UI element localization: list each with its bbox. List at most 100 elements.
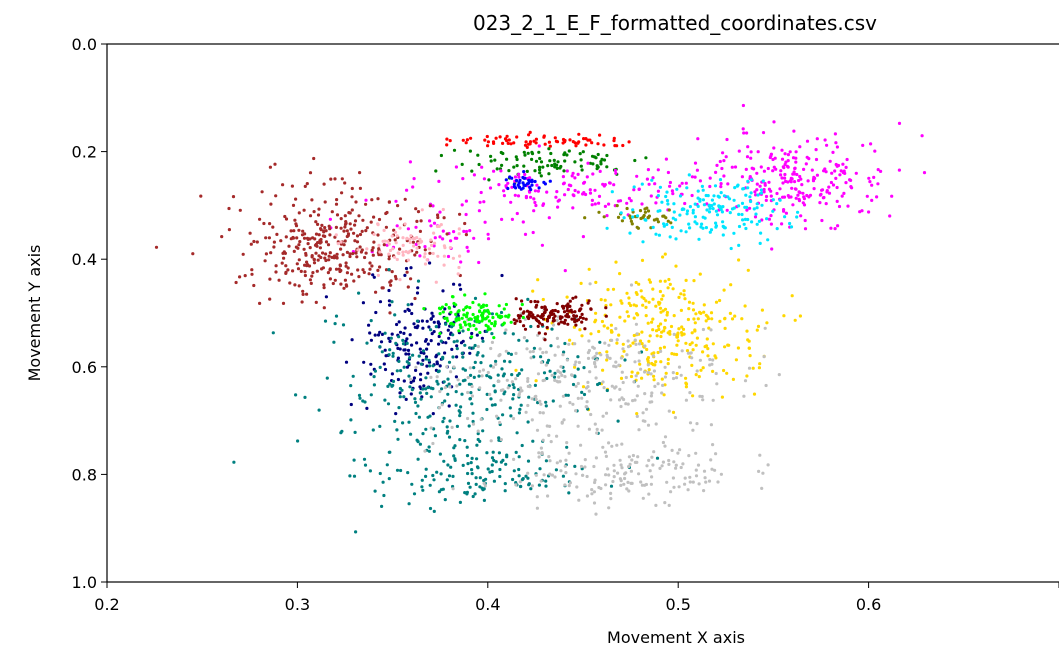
data-point [640,202,644,206]
data-point [691,208,695,212]
data-point [396,356,400,360]
data-point [762,355,766,359]
data-point [628,462,632,466]
data-point [523,143,528,147]
data-point [614,360,618,364]
data-point [801,191,805,195]
data-point [616,471,620,475]
data-point [387,257,391,261]
data-point [586,385,590,389]
data-point [332,254,337,258]
data-point [294,197,298,201]
data-point [590,154,595,158]
data-point [577,360,582,365]
data-point [501,322,505,327]
data-point [522,324,526,328]
data-point [442,254,446,258]
data-point [514,178,519,183]
data-point [403,222,407,226]
data-point [273,162,277,166]
data-point [324,295,328,299]
data-point [541,317,546,321]
data-point [831,150,835,154]
data-point [457,227,461,231]
data-point [562,350,566,354]
data-point [799,214,803,218]
data-point [409,380,413,384]
data-point [533,189,538,193]
data-point [579,281,583,285]
data-point [421,358,425,362]
data-point [563,375,567,379]
data-point [644,482,649,487]
data-point [812,187,816,191]
data-point [815,173,820,177]
data-point [384,225,388,229]
data-point [833,132,838,136]
data-point [548,311,553,315]
data-point [409,392,413,396]
data-point [567,491,571,495]
data-point [461,138,465,142]
data-point [680,333,684,337]
data-point [412,322,416,326]
data-point [640,483,645,487]
data-point [459,405,463,409]
data-point [363,463,368,467]
data-point [686,317,691,322]
data-point [383,367,388,372]
data-point [647,182,651,186]
data-point [661,255,665,259]
data-point [531,230,535,235]
data-point [624,375,628,380]
data-point [667,503,671,507]
data-point [661,440,666,445]
data-point [745,208,749,212]
data-point [682,207,686,211]
data-point [758,241,762,245]
data-point [627,140,631,144]
data-point [593,202,597,206]
data-point [757,366,762,370]
data-point [782,166,786,170]
data-point [688,391,692,395]
data-point [367,272,371,276]
data-point [348,211,352,215]
data-point [380,332,384,336]
data-point [586,161,590,165]
data-point [343,278,347,282]
data-point [511,416,516,421]
data-point [671,371,675,375]
data-point [783,172,787,177]
data-point [680,181,684,185]
data-point [470,394,474,398]
data-point [582,181,586,185]
data-point [417,354,421,358]
data-point [691,480,695,484]
data-point [759,191,764,195]
data-point [580,303,584,307]
data-point [295,236,299,240]
data-point [888,214,892,218]
data-point [494,460,498,464]
data-point [778,198,782,202]
data-point [529,324,533,329]
data-point [399,369,403,373]
data-point [396,204,400,208]
data-point [590,203,594,207]
data-point [439,223,443,227]
data-point [445,232,449,236]
data-point [818,201,822,205]
data-point [644,156,648,160]
data-point [498,316,502,320]
data-point [416,210,421,214]
data-point [227,228,231,232]
data-point [571,206,575,210]
data-point [544,459,549,463]
data-point [714,209,719,213]
data-point [771,157,775,162]
data-point [408,377,413,381]
data-point [427,445,431,449]
data-point [339,240,343,244]
data-point [614,327,618,331]
